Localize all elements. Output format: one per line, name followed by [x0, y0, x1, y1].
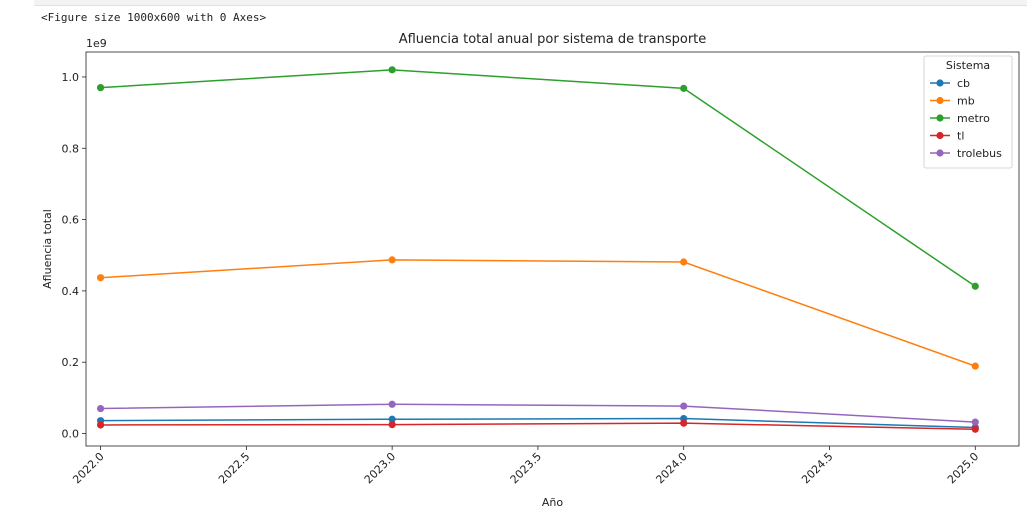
y-tick-label: 0.0 [62, 428, 80, 441]
series-line-tl [100, 422, 976, 430]
data-point-trolebus [388, 400, 396, 408]
data-point-metro [388, 66, 396, 74]
x-tick-label: 2024.0 [653, 450, 689, 486]
series-line-metro [100, 69, 976, 287]
plot-frame [85, 51, 1020, 447]
y-axis-offset-text: 1e9 [86, 37, 107, 50]
x-tick-label: 2024.5 [799, 450, 835, 486]
legend-label-trolebus: trolebus [957, 147, 1002, 160]
data-point-tl [388, 421, 396, 429]
legend: Sistema cb mb metro tl trolebus [923, 55, 1013, 169]
x-axis-label: Año [542, 496, 563, 509]
series-line-mb [100, 259, 976, 367]
data-point-metro [971, 282, 979, 290]
legend-marker-trolebus [936, 149, 944, 157]
chart-title: Afluencia total anual por sistema de tra… [399, 32, 707, 47]
legend-title: Sistema [946, 59, 990, 72]
data-point-cb [388, 415, 396, 423]
data-point-trolebus [96, 404, 105, 413]
legend-box [923, 55, 1013, 169]
legend-label-metro: metro [957, 112, 990, 125]
data-point-tl [96, 421, 105, 429]
y-tick-label: 0.2 [62, 356, 80, 369]
cell-output-border [34, 0, 1027, 6]
series-line-cb [100, 417, 976, 429]
data-point-trolebus [680, 402, 688, 410]
legend-marker-mb [936, 96, 944, 105]
y-tick-label: 1.0 [62, 71, 80, 84]
x-tick-label: 2023.0 [362, 450, 398, 486]
legend-label-tl: tl [957, 130, 964, 143]
data-point-mb [96, 274, 105, 282]
data-point-mb [971, 362, 979, 370]
data-point-tl [971, 425, 979, 433]
legend-marker-metro [936, 114, 944, 122]
x-tick-label: 2022.5 [216, 450, 252, 486]
x-tick-label: 2022.0 [70, 450, 106, 486]
figure-size-output: <Figure size 1000x600 with 0 Axes> [41, 11, 267, 24]
x-tick-label: 2023.5 [508, 450, 544, 486]
data-point-metro [680, 84, 688, 92]
legend-label-cb: cb [957, 77, 970, 90]
y-tick-label: 0.8 [62, 142, 80, 155]
y-axis-label: Afluencia total [41, 209, 54, 289]
series-line-trolebus [100, 403, 976, 423]
legend-marker-cb [936, 79, 944, 87]
data-point-mb [388, 256, 396, 264]
y-tick-label: 0.6 [62, 214, 80, 227]
legend-marker-tl [936, 131, 944, 140]
data-point-tl [680, 419, 688, 427]
data-point-trolebus [971, 418, 979, 426]
y-tick-label: 0.4 [62, 285, 80, 298]
legend-label-mb: mb [957, 95, 975, 108]
data-point-metro [96, 84, 105, 92]
data-point-mb [680, 258, 688, 266]
x-tick-label: 2025.0 [945, 450, 981, 486]
